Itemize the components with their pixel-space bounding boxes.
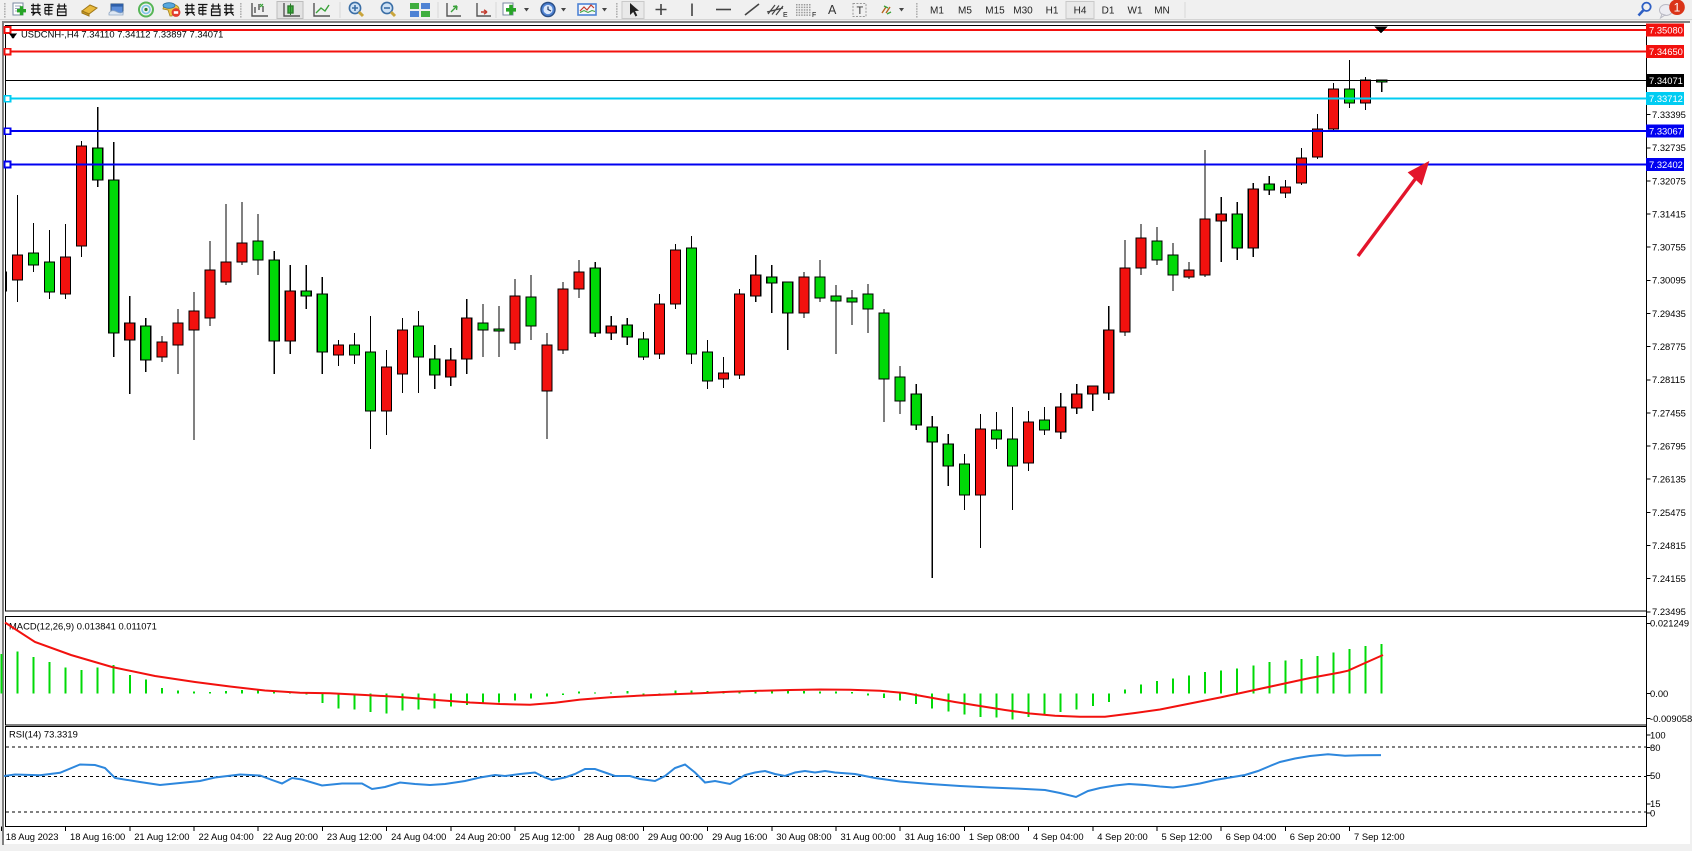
svg-text:7.34071: 7.34071 bbox=[1649, 75, 1683, 86]
svg-text:29 Aug 16:00: 29 Aug 16:00 bbox=[712, 831, 767, 842]
svg-text:7.27455: 7.27455 bbox=[1652, 407, 1686, 418]
svg-text:T: T bbox=[857, 5, 864, 17]
svg-text:7.35080: 7.35080 bbox=[1649, 24, 1683, 35]
svg-text:25 Aug 12:00: 25 Aug 12:00 bbox=[520, 831, 575, 842]
svg-text:M30: M30 bbox=[1013, 6, 1033, 17]
svg-text:31 Aug 16:00: 31 Aug 16:00 bbox=[905, 831, 960, 842]
svg-text:4 Sep 04:00: 4 Sep 04:00 bbox=[1033, 831, 1084, 842]
svg-text:18 Aug 2023: 18 Aug 2023 bbox=[6, 831, 59, 842]
svg-text:USDCNH-,H4 7.34110 7.34112 7.: USDCNH-,H4 7.34110 7.34112 7.33897 7.340… bbox=[21, 28, 223, 39]
svg-text:6 Sep 04:00: 6 Sep 04:00 bbox=[1226, 831, 1277, 842]
svg-text:1: 1 bbox=[1674, 1, 1681, 15]
svg-text:7.32735: 7.32735 bbox=[1652, 142, 1686, 153]
svg-text:1 Sep 08:00: 1 Sep 08:00 bbox=[969, 831, 1020, 842]
svg-text:E: E bbox=[783, 12, 788, 19]
svg-text:A: A bbox=[828, 3, 837, 17]
svg-text:F: F bbox=[812, 12, 816, 19]
svg-text:24 Aug 04:00: 24 Aug 04:00 bbox=[391, 831, 446, 842]
svg-text:4 Sep 20:00: 4 Sep 20:00 bbox=[1097, 831, 1148, 842]
svg-text:0.00: 0.00 bbox=[1650, 688, 1668, 699]
svg-text:D1: D1 bbox=[1102, 6, 1115, 17]
svg-text:15: 15 bbox=[1650, 798, 1660, 809]
svg-text:28 Aug 08:00: 28 Aug 08:00 bbox=[584, 831, 639, 842]
svg-text:7.24155: 7.24155 bbox=[1652, 573, 1686, 584]
svg-text:7.33712: 7.33712 bbox=[1649, 93, 1683, 104]
svg-text:7.32402: 7.32402 bbox=[1649, 159, 1683, 170]
svg-text:MN: MN bbox=[1154, 6, 1170, 17]
svg-text:-0.009058: -0.009058 bbox=[1650, 713, 1692, 724]
svg-text:23 Aug 12:00: 23 Aug 12:00 bbox=[327, 831, 382, 842]
svg-text:50: 50 bbox=[1650, 770, 1660, 781]
svg-text:22 Aug 20:00: 22 Aug 20:00 bbox=[263, 831, 318, 842]
svg-text:30 Aug 08:00: 30 Aug 08:00 bbox=[776, 831, 831, 842]
svg-text:RSI(14) 73.3319: RSI(14) 73.3319 bbox=[9, 729, 78, 740]
svg-text:7.26795: 7.26795 bbox=[1652, 441, 1686, 452]
svg-text:7.25475: 7.25475 bbox=[1652, 507, 1686, 518]
svg-text:18 Aug 16:00: 18 Aug 16:00 bbox=[70, 831, 125, 842]
svg-text:W1: W1 bbox=[1128, 6, 1143, 17]
svg-text:5 Sep 12:00: 5 Sep 12:00 bbox=[1162, 831, 1213, 842]
svg-text:21 Aug 12:00: 21 Aug 12:00 bbox=[134, 831, 189, 842]
svg-text:H4: H4 bbox=[1074, 6, 1087, 17]
svg-text:7.33067: 7.33067 bbox=[1649, 126, 1683, 137]
svg-text:7.32075: 7.32075 bbox=[1652, 175, 1686, 186]
svg-text:100: 100 bbox=[1650, 729, 1666, 740]
svg-text:M1: M1 bbox=[930, 6, 944, 17]
svg-text:7.26135: 7.26135 bbox=[1652, 474, 1686, 485]
svg-text:0.021249: 0.021249 bbox=[1650, 618, 1689, 629]
svg-text:7.23495: 7.23495 bbox=[1652, 606, 1686, 617]
svg-text:22 Aug 04:00: 22 Aug 04:00 bbox=[199, 831, 254, 842]
svg-text:7.29435: 7.29435 bbox=[1652, 308, 1686, 319]
svg-text:7.34650: 7.34650 bbox=[1649, 46, 1683, 57]
svg-text:7.24815: 7.24815 bbox=[1652, 540, 1686, 551]
svg-text:7.31415: 7.31415 bbox=[1652, 208, 1686, 219]
svg-text:7.28775: 7.28775 bbox=[1652, 341, 1686, 352]
svg-text:7.30755: 7.30755 bbox=[1652, 242, 1686, 253]
svg-text:24 Aug 20:00: 24 Aug 20:00 bbox=[455, 831, 510, 842]
svg-text:H1: H1 bbox=[1046, 6, 1059, 17]
svg-text:7.30095: 7.30095 bbox=[1652, 275, 1686, 286]
svg-text:7 Sep 12:00: 7 Sep 12:00 bbox=[1354, 831, 1405, 842]
svg-text:7.28115: 7.28115 bbox=[1652, 374, 1685, 385]
svg-text:MACD(12,26,9) 0.013841 0.01107: MACD(12,26,9) 0.013841 0.011071 bbox=[9, 621, 157, 632]
svg-text:M5: M5 bbox=[958, 6, 972, 17]
svg-text:31 Aug 00:00: 31 Aug 00:00 bbox=[841, 831, 896, 842]
svg-text:7.33395: 7.33395 bbox=[1652, 109, 1686, 120]
svg-text:29 Aug 00:00: 29 Aug 00:00 bbox=[648, 831, 703, 842]
svg-text:0: 0 bbox=[1650, 807, 1655, 818]
svg-text:M15: M15 bbox=[985, 6, 1005, 17]
svg-text:80: 80 bbox=[1650, 742, 1660, 753]
svg-text:6 Sep 20:00: 6 Sep 20:00 bbox=[1290, 831, 1341, 842]
